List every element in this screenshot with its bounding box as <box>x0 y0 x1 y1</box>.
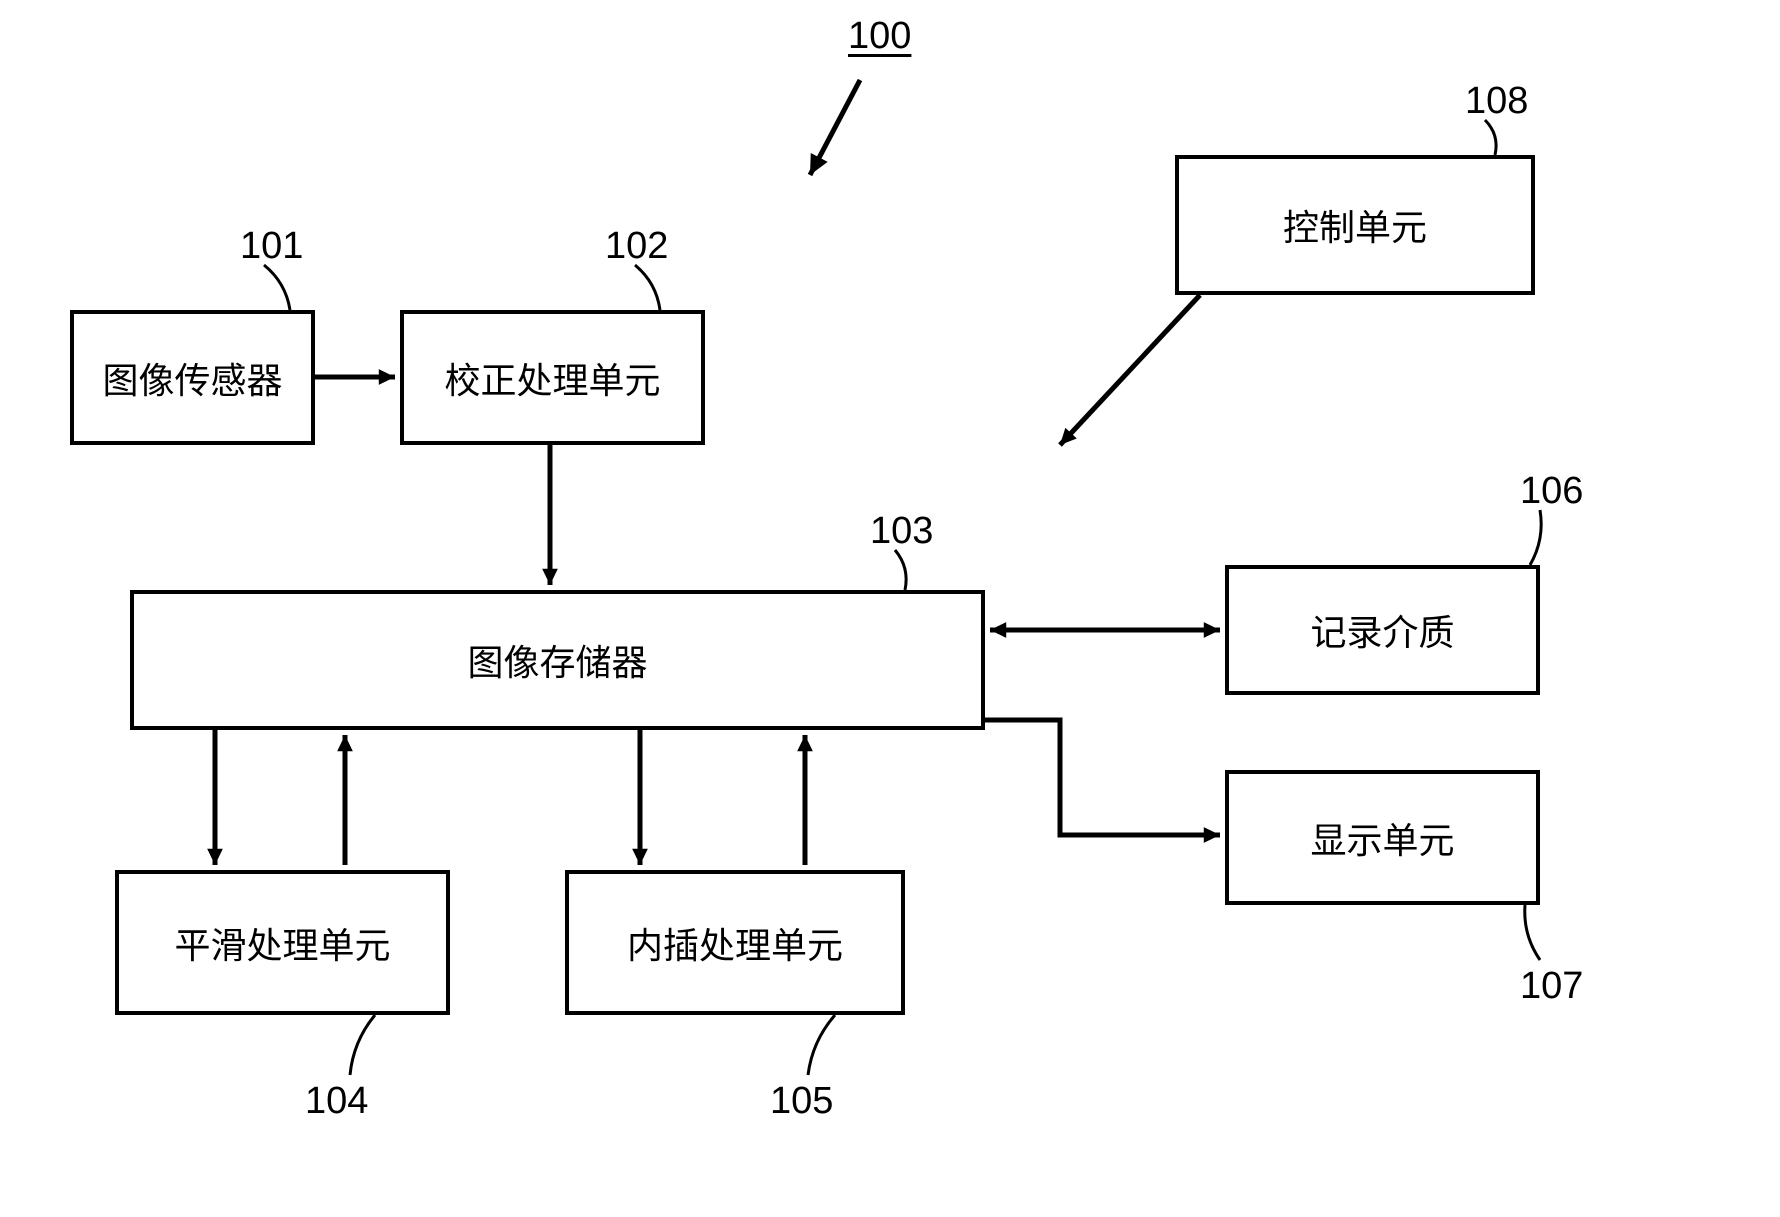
node-103-text: 图像存储器 <box>467 634 647 686</box>
node-104-num: 104 <box>305 1080 368 1123</box>
node-108-num: 108 <box>1465 80 1528 123</box>
node-105-interpolation-unit: 内插处理单元 <box>565 870 905 1015</box>
node-103-image-memory: 图像存储器 <box>130 590 985 730</box>
node-105-text: 内插处理单元 <box>627 917 843 969</box>
node-107-num: 107 <box>1520 965 1583 1008</box>
node-105-num: 105 <box>770 1080 833 1123</box>
node-106-num: 106 <box>1520 470 1583 513</box>
node-107-display-unit: 显示单元 <box>1225 770 1540 905</box>
node-103-num: 103 <box>870 510 933 553</box>
node-106-text: 记录介质 <box>1310 604 1454 656</box>
system-label: 100 <box>848 15 911 58</box>
node-102-num: 102 <box>605 225 668 268</box>
node-101-num: 101 <box>240 225 303 268</box>
node-102-correction-unit: 校正处理单元 <box>400 310 705 445</box>
node-108-text: 控制单元 <box>1283 199 1427 251</box>
node-101-text: 图像传感器 <box>102 352 282 404</box>
node-101-image-sensor: 图像传感器 <box>70 310 315 445</box>
block-diagram: 100 图像传感器 101 校正处理单元 102 控制单元 108 图像存储器 … <box>0 0 1780 1217</box>
node-106-recording-medium: 记录介质 <box>1225 565 1540 695</box>
node-104-smoothing-unit: 平滑处理单元 <box>115 870 450 1015</box>
node-107-text: 显示单元 <box>1310 812 1454 864</box>
node-102-text: 校正处理单元 <box>444 352 660 404</box>
node-108-control-unit: 控制单元 <box>1175 155 1535 295</box>
node-104-text: 平滑处理单元 <box>174 917 390 969</box>
